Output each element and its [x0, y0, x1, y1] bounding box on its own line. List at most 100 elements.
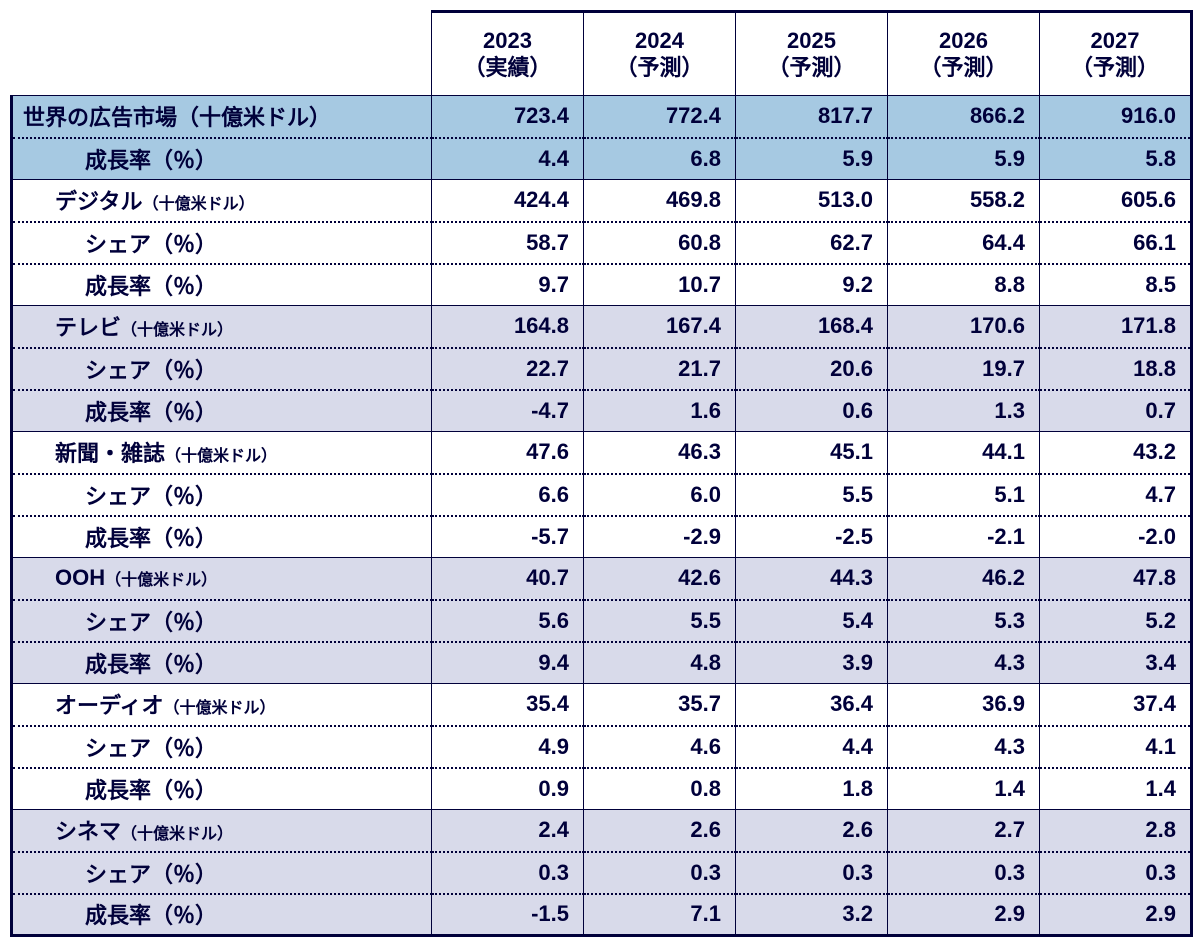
- table-cell: 170.6: [888, 306, 1040, 348]
- table-cell: 7.1: [584, 894, 736, 936]
- row-label-text: シネマ: [55, 819, 121, 844]
- header-year: 2025（予測）: [736, 12, 888, 96]
- table-row: 世界の広告市場（十億米ドル） 723.4772.4817.7866.2916.0: [12, 96, 1192, 138]
- table-cell: 0.3: [736, 852, 888, 894]
- table-cell: -2.9: [584, 516, 736, 558]
- table-cell: 817.7: [736, 96, 888, 138]
- table-cell: 605.6: [1040, 180, 1192, 222]
- table-row: 新聞・雑誌（十億米ドル）47.646.345.144.143.2: [12, 432, 1192, 474]
- header-year-label: 2025: [787, 28, 836, 53]
- table-cell: 4.1: [1040, 726, 1192, 768]
- table-cell: 866.2: [888, 96, 1040, 138]
- row-label-text: 世界の広告市場: [23, 105, 177, 130]
- table-cell: 40.7: [432, 558, 584, 600]
- table-cell: 772.4: [584, 96, 736, 138]
- table-cell: 22.7: [432, 348, 584, 390]
- table-cell: 45.1: [736, 432, 888, 474]
- row-label: オーディオ（十億米ドル）: [12, 684, 432, 726]
- table-cell: -2.1: [888, 516, 1040, 558]
- table-cell: 5.5: [736, 474, 888, 516]
- table-cell: 47.6: [432, 432, 584, 474]
- table-cell: 4.3: [888, 726, 1040, 768]
- table-cell: 60.8: [584, 222, 736, 264]
- header-year-sub: （予測）: [888, 54, 1039, 82]
- row-label: シェア（％）: [12, 726, 432, 768]
- table-cell: 4.7: [1040, 474, 1192, 516]
- header-year-label: 2026: [939, 28, 988, 53]
- table-cell: 164.8: [432, 306, 584, 348]
- row-label: シェア（％）: [12, 474, 432, 516]
- table-row: デジタル（十億米ドル）424.4469.8513.0558.2605.6: [12, 180, 1192, 222]
- header-year-sub: （実績）: [432, 54, 583, 82]
- table-cell: 558.2: [888, 180, 1040, 222]
- table-row: オーディオ（十億米ドル）35.435.736.436.937.4: [12, 684, 1192, 726]
- table-cell: 58.7: [432, 222, 584, 264]
- row-label-unit: （十億米ドル）: [105, 572, 217, 589]
- table-cell: -2.5: [736, 516, 888, 558]
- table-cell: 469.8: [584, 180, 736, 222]
- table-row: シェア（％）6.66.05.55.14.7: [12, 474, 1192, 516]
- row-label-text: OOH: [55, 565, 105, 590]
- table-row: シネマ（十億米ドル）2.42.62.62.72.8: [12, 810, 1192, 852]
- table-cell: 5.1: [888, 474, 1040, 516]
- table-cell: 1.6: [584, 390, 736, 432]
- table-cell: 35.4: [432, 684, 584, 726]
- row-label: 成長率（％）: [12, 390, 432, 432]
- row-label: 成長率（％）: [12, 516, 432, 558]
- table-cell: 47.8: [1040, 558, 1192, 600]
- table-cell: 8.8: [888, 264, 1040, 306]
- table-row: 成長率（％）-5.7-2.9-2.5-2.1-2.0: [12, 516, 1192, 558]
- row-label-unit: （十億米ドル）: [121, 826, 233, 843]
- table-cell: 4.9: [432, 726, 584, 768]
- table-cell: 2.6: [736, 810, 888, 852]
- table-cell: 723.4: [432, 96, 584, 138]
- table-cell: 21.7: [584, 348, 736, 390]
- table-cell: -4.7: [432, 390, 584, 432]
- row-label: 成長率（％）: [12, 642, 432, 684]
- table-cell: 5.6: [432, 600, 584, 642]
- table-row: テレビ（十億米ドル）164.8167.4168.4170.6171.8: [12, 306, 1192, 348]
- table-cell: 0.3: [432, 852, 584, 894]
- table-cell: 20.6: [736, 348, 888, 390]
- table-cell: 3.4: [1040, 642, 1192, 684]
- ad-market-table: 2023（実績）2024（予測）2025（予測）2026（予測）2027（予測）…: [10, 10, 1193, 937]
- table-cell: 66.1: [1040, 222, 1192, 264]
- table-cell: 36.9: [888, 684, 1040, 726]
- row-label-text: 新聞・雑誌: [55, 441, 165, 466]
- table-row: 成長率（％）0.90.81.81.41.4: [12, 768, 1192, 810]
- table-cell: 916.0: [1040, 96, 1192, 138]
- table-cell: 1.4: [888, 768, 1040, 810]
- table-cell: 46.3: [584, 432, 736, 474]
- table-cell: 36.4: [736, 684, 888, 726]
- table-cell: 44.1: [888, 432, 1040, 474]
- row-label-text: デジタル: [55, 189, 143, 214]
- table-cell: 35.7: [584, 684, 736, 726]
- table-cell: 44.3: [736, 558, 888, 600]
- header-year: 2023（実績）: [432, 12, 584, 96]
- table-cell: 2.8: [1040, 810, 1192, 852]
- row-label: 成長率（％）: [12, 264, 432, 306]
- table-cell: 0.9: [432, 768, 584, 810]
- row-label-unit: （十億米ドル）: [177, 105, 331, 130]
- table-row: シェア（％）22.721.720.619.718.8: [12, 348, 1192, 390]
- table-cell: 2.7: [888, 810, 1040, 852]
- table-cell: 10.7: [584, 264, 736, 306]
- table-cell: 0.3: [1040, 852, 1192, 894]
- header-year: 2027（予測）: [1040, 12, 1192, 96]
- table-cell: 5.4: [736, 600, 888, 642]
- table-cell: -5.7: [432, 516, 584, 558]
- table-row: シェア（％）4.94.64.44.34.1: [12, 726, 1192, 768]
- table-cell: 6.8: [584, 138, 736, 180]
- header-year: 2024（予測）: [584, 12, 736, 96]
- row-label: 成長率（％）: [12, 768, 432, 810]
- table-cell: 9.7: [432, 264, 584, 306]
- row-label: シェア（％）: [12, 600, 432, 642]
- table-cell: 424.4: [432, 180, 584, 222]
- table-cell: 8.5: [1040, 264, 1192, 306]
- table-cell: 168.4: [736, 306, 888, 348]
- table-cell: 42.6: [584, 558, 736, 600]
- row-label: シェア（％）: [12, 222, 432, 264]
- header-year-sub: （予測）: [736, 54, 887, 82]
- row-label-unit: （十億米ドル）: [165, 448, 277, 465]
- table-cell: 2.6: [584, 810, 736, 852]
